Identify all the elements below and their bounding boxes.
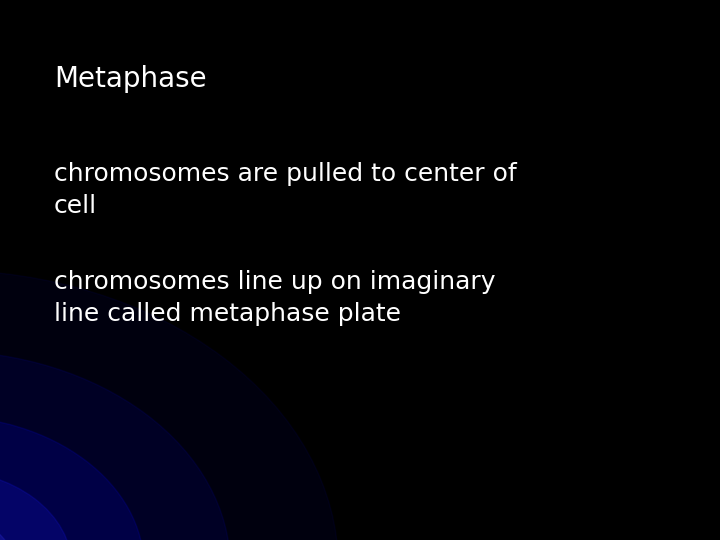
Circle shape — [0, 513, 14, 540]
Text: Metaphase: Metaphase — [54, 65, 207, 93]
Circle shape — [0, 351, 230, 540]
Text: chromosomes are pulled to center of
cell: chromosomes are pulled to center of cell — [54, 162, 517, 218]
Circle shape — [0, 470, 72, 540]
Text: chromosomes line up on imaginary
line called metaphase plate: chromosomes line up on imaginary line ca… — [54, 270, 495, 326]
Circle shape — [0, 416, 144, 540]
Circle shape — [0, 270, 338, 540]
